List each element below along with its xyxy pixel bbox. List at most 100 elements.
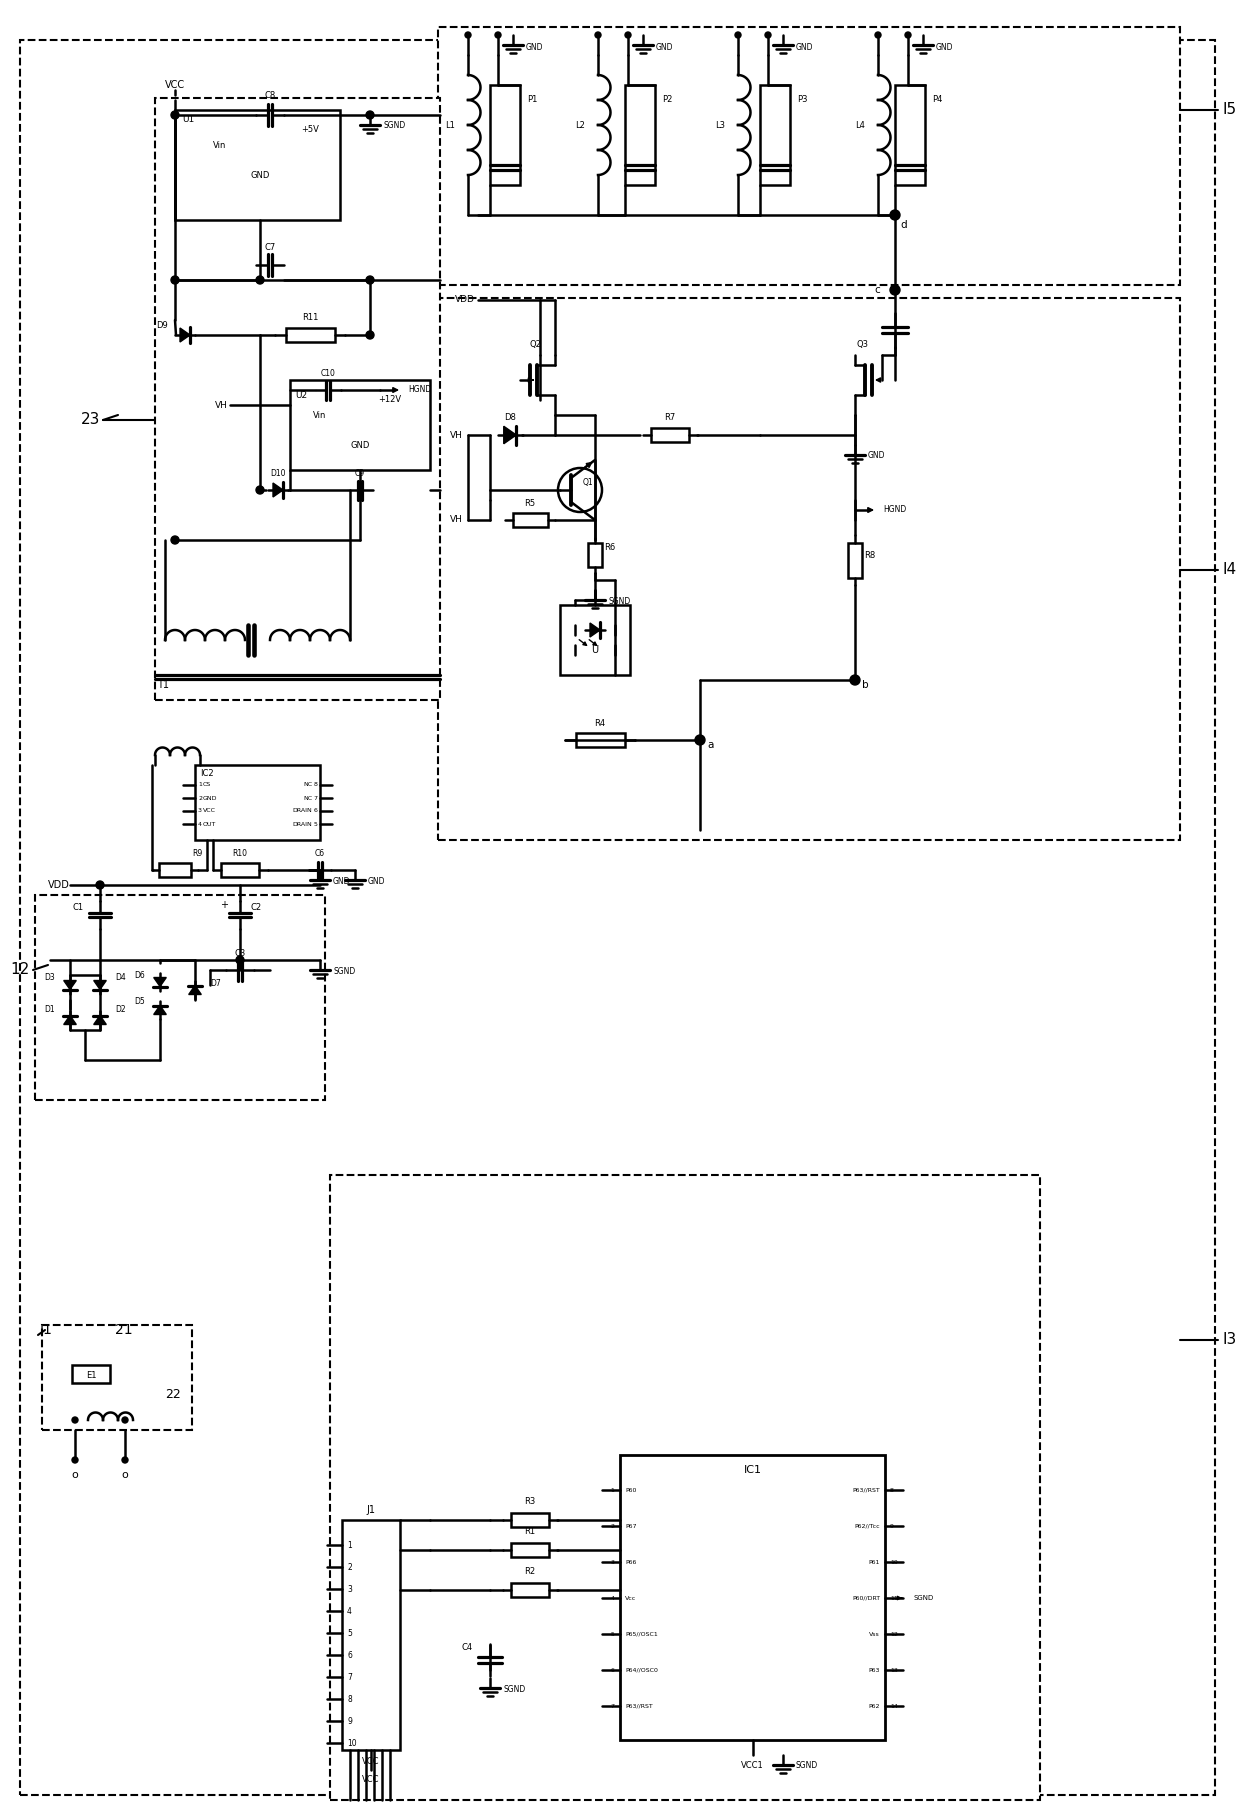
Text: o: o — [72, 1470, 78, 1479]
Text: GND: GND — [203, 796, 217, 801]
Polygon shape — [63, 1015, 77, 1024]
Text: C3: C3 — [234, 948, 246, 957]
Text: CS: CS — [203, 783, 211, 787]
Text: P63: P63 — [868, 1668, 880, 1673]
Text: SGND: SGND — [796, 1762, 817, 1771]
Bar — [511, 1583, 549, 1597]
Circle shape — [495, 33, 501, 38]
Bar — [342, 1519, 401, 1750]
Circle shape — [255, 486, 264, 493]
Text: SGND: SGND — [334, 966, 355, 975]
Text: P67: P67 — [625, 1523, 636, 1528]
Text: GND: GND — [250, 170, 269, 179]
Text: GND: GND — [526, 42, 543, 51]
Text: 6: 6 — [609, 1668, 615, 1673]
Text: R1: R1 — [525, 1528, 536, 1536]
Text: P63//RST: P63//RST — [852, 1487, 880, 1492]
Circle shape — [465, 33, 471, 38]
Text: 3: 3 — [347, 1585, 352, 1594]
Circle shape — [765, 33, 771, 38]
Text: VH: VH — [450, 430, 463, 439]
Bar — [588, 542, 601, 567]
Text: VCC: VCC — [362, 1757, 379, 1766]
Text: R9: R9 — [192, 848, 202, 858]
Circle shape — [255, 276, 264, 285]
Text: P61: P61 — [869, 1559, 880, 1565]
Text: D4: D4 — [115, 974, 125, 983]
Polygon shape — [94, 1015, 107, 1024]
Text: L3: L3 — [715, 120, 725, 129]
Text: NC: NC — [303, 783, 312, 787]
Text: SGND: SGND — [383, 121, 405, 131]
Text: C1: C1 — [73, 903, 84, 912]
Text: VDD: VDD — [455, 296, 475, 305]
Text: 8: 8 — [347, 1695, 352, 1704]
Bar — [575, 732, 625, 747]
Text: 13: 13 — [890, 1668, 898, 1673]
Text: D9: D9 — [156, 321, 167, 330]
Bar — [72, 1365, 110, 1383]
Polygon shape — [273, 482, 283, 497]
Text: GND: GND — [868, 451, 885, 461]
Circle shape — [236, 955, 244, 965]
Text: 4: 4 — [347, 1606, 352, 1615]
Text: I5: I5 — [1221, 103, 1236, 118]
Text: GND: GND — [936, 42, 954, 51]
Text: VCC: VCC — [362, 1775, 379, 1784]
Text: P60: P60 — [625, 1487, 636, 1492]
Text: C8: C8 — [264, 91, 275, 100]
Text: P62//Tcc: P62//Tcc — [854, 1523, 880, 1528]
Text: R11: R11 — [301, 314, 319, 323]
Text: C2: C2 — [250, 903, 262, 912]
Text: D10: D10 — [270, 470, 285, 479]
Text: SGND: SGND — [913, 1595, 934, 1601]
Text: 12: 12 — [890, 1632, 898, 1637]
Text: HGND: HGND — [883, 506, 906, 515]
Text: C4: C4 — [461, 1644, 472, 1652]
Text: +12V: +12V — [378, 395, 402, 404]
Text: 2: 2 — [347, 1563, 352, 1572]
Bar — [511, 1514, 549, 1527]
Text: 6: 6 — [314, 809, 317, 814]
Text: IC2: IC2 — [200, 769, 213, 778]
Bar — [511, 1543, 549, 1557]
Text: P60//DRT: P60//DRT — [852, 1595, 880, 1601]
Text: VH: VH — [450, 515, 463, 524]
Circle shape — [595, 33, 601, 38]
Text: Vin: Vin — [213, 140, 227, 149]
Text: 1: 1 — [198, 783, 202, 787]
Bar — [330, 1175, 1040, 1800]
Polygon shape — [188, 986, 201, 995]
Text: GND: GND — [796, 42, 813, 51]
Text: Q1: Q1 — [583, 477, 593, 486]
Bar — [651, 428, 689, 442]
Text: 3: 3 — [198, 809, 202, 814]
Text: 1: 1 — [609, 1487, 615, 1492]
Text: VCC: VCC — [203, 809, 216, 814]
Text: R5: R5 — [525, 499, 536, 508]
Text: 10: 10 — [347, 1739, 357, 1748]
Text: VDD: VDD — [48, 879, 69, 890]
Polygon shape — [94, 981, 107, 990]
Text: NC: NC — [303, 796, 312, 801]
Text: SGND: SGND — [503, 1684, 526, 1693]
Text: R6: R6 — [604, 542, 615, 551]
Text: GND: GND — [334, 876, 351, 885]
Circle shape — [890, 285, 900, 296]
Text: 5: 5 — [314, 821, 317, 827]
Text: GND: GND — [368, 876, 386, 885]
Text: VCC1: VCC1 — [742, 1760, 764, 1769]
Polygon shape — [180, 328, 190, 343]
Bar — [195, 765, 320, 839]
Text: 12: 12 — [11, 963, 30, 977]
Bar — [42, 1325, 192, 1430]
Text: P1: P1 — [527, 96, 537, 105]
Text: P63//RST: P63//RST — [625, 1704, 652, 1708]
Text: I1: I1 — [40, 1323, 53, 1336]
Text: T1: T1 — [157, 680, 169, 691]
Circle shape — [366, 111, 374, 120]
Circle shape — [875, 33, 880, 38]
Bar — [625, 85, 655, 185]
Text: 7: 7 — [609, 1704, 615, 1708]
Text: 9: 9 — [890, 1523, 894, 1528]
